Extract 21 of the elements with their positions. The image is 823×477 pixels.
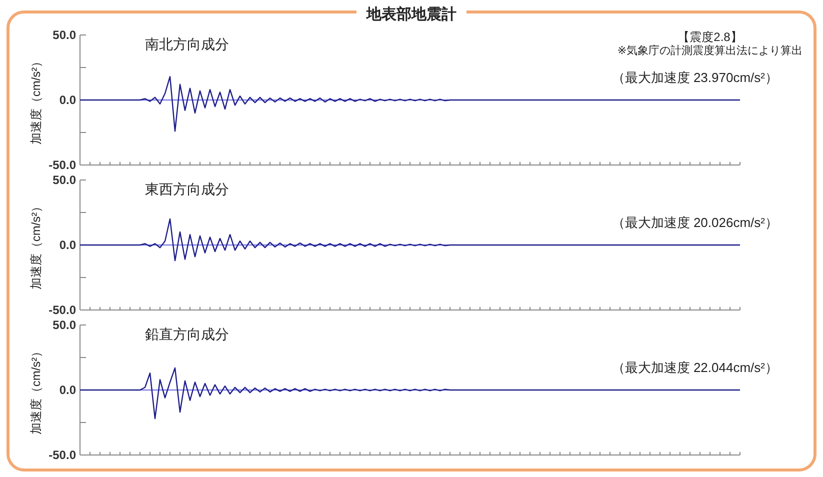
chart-subtitle: 東西方向成分 [145, 181, 229, 197]
y-tick-label: -50.0 [48, 448, 76, 462]
annotation: 【震度2.8】 [678, 30, 742, 44]
y-axis-title: 加速度（cm/s²） [29, 200, 43, 290]
y-tick-label: 50.0 [52, 28, 76, 42]
y-tick-label: 0.0 [59, 238, 76, 252]
y-tick-label: 50.0 [52, 318, 76, 332]
y-tick-label: -50.0 [48, 303, 76, 317]
chart-subtitle: 鉛直方向成分 [145, 326, 229, 342]
y-axis-title: 加速度（cm/s²） [29, 345, 43, 435]
chart-subtitle: 南北方向成分 [145, 36, 229, 52]
chart-title: 地表部地震計 [366, 5, 456, 23]
annotation: （最大加速度 23.970cm/s²） [612, 70, 778, 85]
y-tick-label: 0.0 [59, 383, 76, 397]
y-tick-label: 50.0 [52, 173, 76, 187]
y-tick-label: 0.0 [59, 93, 76, 107]
annotation: （最大加速度 20.026cm/s²） [612, 215, 778, 230]
y-axis-title: 加速度（cm/s²） [29, 55, 43, 145]
y-tick-label: -50.0 [48, 158, 76, 172]
annotation: ※気象庁の計測震度算出法により算出 [617, 44, 803, 57]
annotation: （最大加速度 22.044cm/s²） [612, 360, 778, 375]
